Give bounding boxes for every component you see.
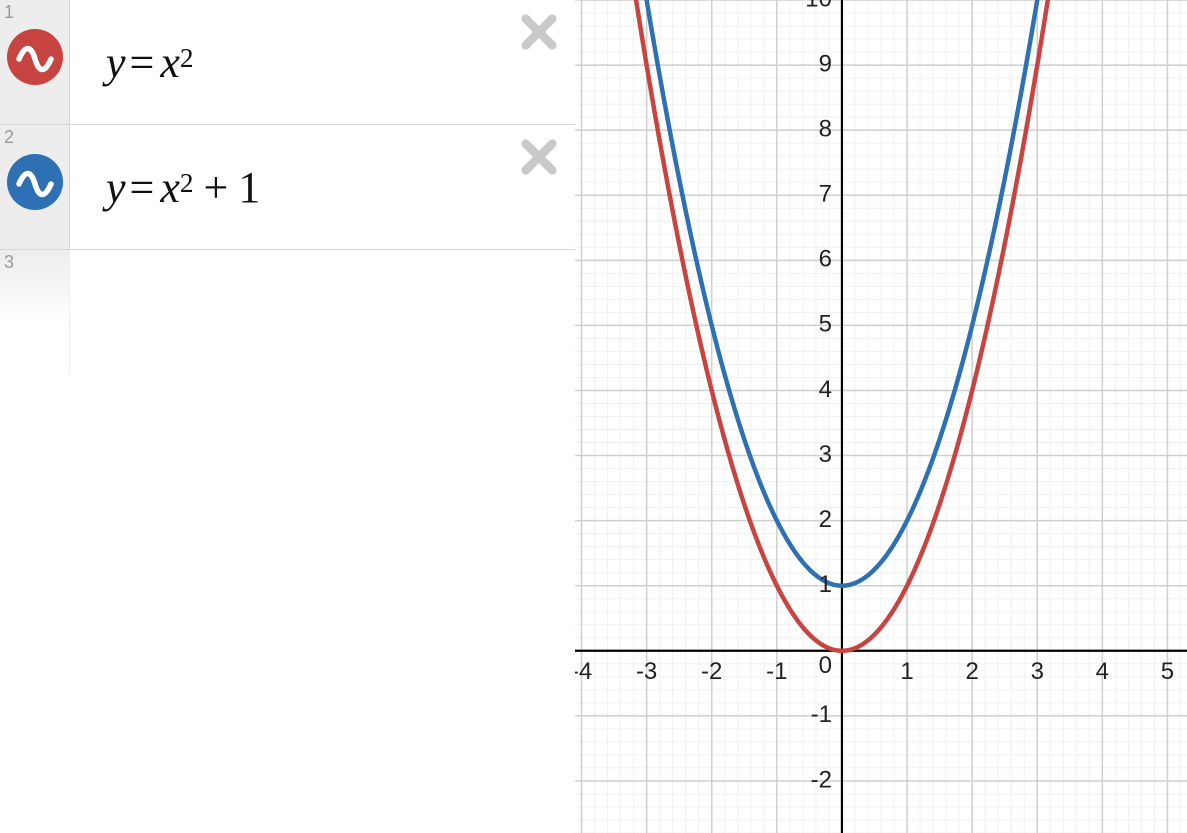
axis-label: 2: [965, 658, 978, 685]
axis-label: -3: [636, 658, 657, 685]
axis-label: 4: [1096, 658, 1109, 685]
expression-row[interactable]: 1 y=x2: [0, 0, 575, 125]
expression-index: 3: [4, 252, 14, 273]
expression-input[interactable]: [70, 250, 575, 375]
app-root: 1 y=x2 2 y=x2+1 3 -4 -3 -2 -1 1 2 3 4 5 0 -2 -1 1 2 3 4 5 6 7 8…: [0, 0, 1187, 833]
wave-icon[interactable]: [7, 154, 63, 210]
axis-label: 1: [900, 658, 913, 685]
expression-tab[interactable]: 2: [0, 125, 70, 249]
axis-label: 3: [819, 441, 832, 468]
axis-label: 5: [1161, 658, 1174, 685]
wave-icon[interactable]: [7, 29, 63, 85]
graph-area[interactable]: -4 -3 -2 -1 1 2 3 4 5 0 -2 -1 1 2 3 4 5 6 7 8 9 10: [575, 0, 1187, 833]
axis-label: 0: [819, 652, 832, 679]
axis-label: 5: [819, 311, 832, 338]
axis-label: 7: [819, 181, 832, 208]
axis-label: 6: [819, 246, 832, 273]
axis-label: -2: [811, 766, 832, 793]
close-icon[interactable]: [519, 137, 559, 177]
coordinate-plane[interactable]: -4 -3 -2 -1 1 2 3 4 5 0 -2 -1 1 2 3 4 5 6 7 8 9 10: [575, 0, 1187, 833]
expression-input[interactable]: y=x2: [70, 0, 575, 124]
expression-index: 2: [4, 127, 14, 148]
close-icon[interactable]: [519, 12, 559, 52]
expression-input[interactable]: y=x2+1: [70, 125, 575, 249]
expression-tab[interactable]: 3: [0, 250, 70, 375]
expression-row[interactable]: 2 y=x2+1: [0, 125, 575, 250]
axis-label: 10: [805, 0, 832, 12]
axis-label: -4: [575, 658, 592, 685]
axis-label: 8: [819, 116, 832, 143]
axis-label: 3: [1031, 658, 1044, 685]
axis-label: 2: [819, 506, 832, 533]
axis-label: -2: [701, 658, 722, 685]
expression-index: 1: [4, 2, 14, 23]
expression-tab[interactable]: 1: [0, 0, 70, 124]
axis-label: -1: [766, 658, 787, 685]
axis-label: 1: [819, 571, 832, 598]
axis-label: 4: [819, 376, 832, 403]
expression-row[interactable]: 3: [0, 250, 575, 375]
axis-label: -1: [811, 701, 832, 728]
axis-label: 9: [819, 50, 832, 77]
expression-list: 1 y=x2 2 y=x2+1 3: [0, 0, 575, 833]
